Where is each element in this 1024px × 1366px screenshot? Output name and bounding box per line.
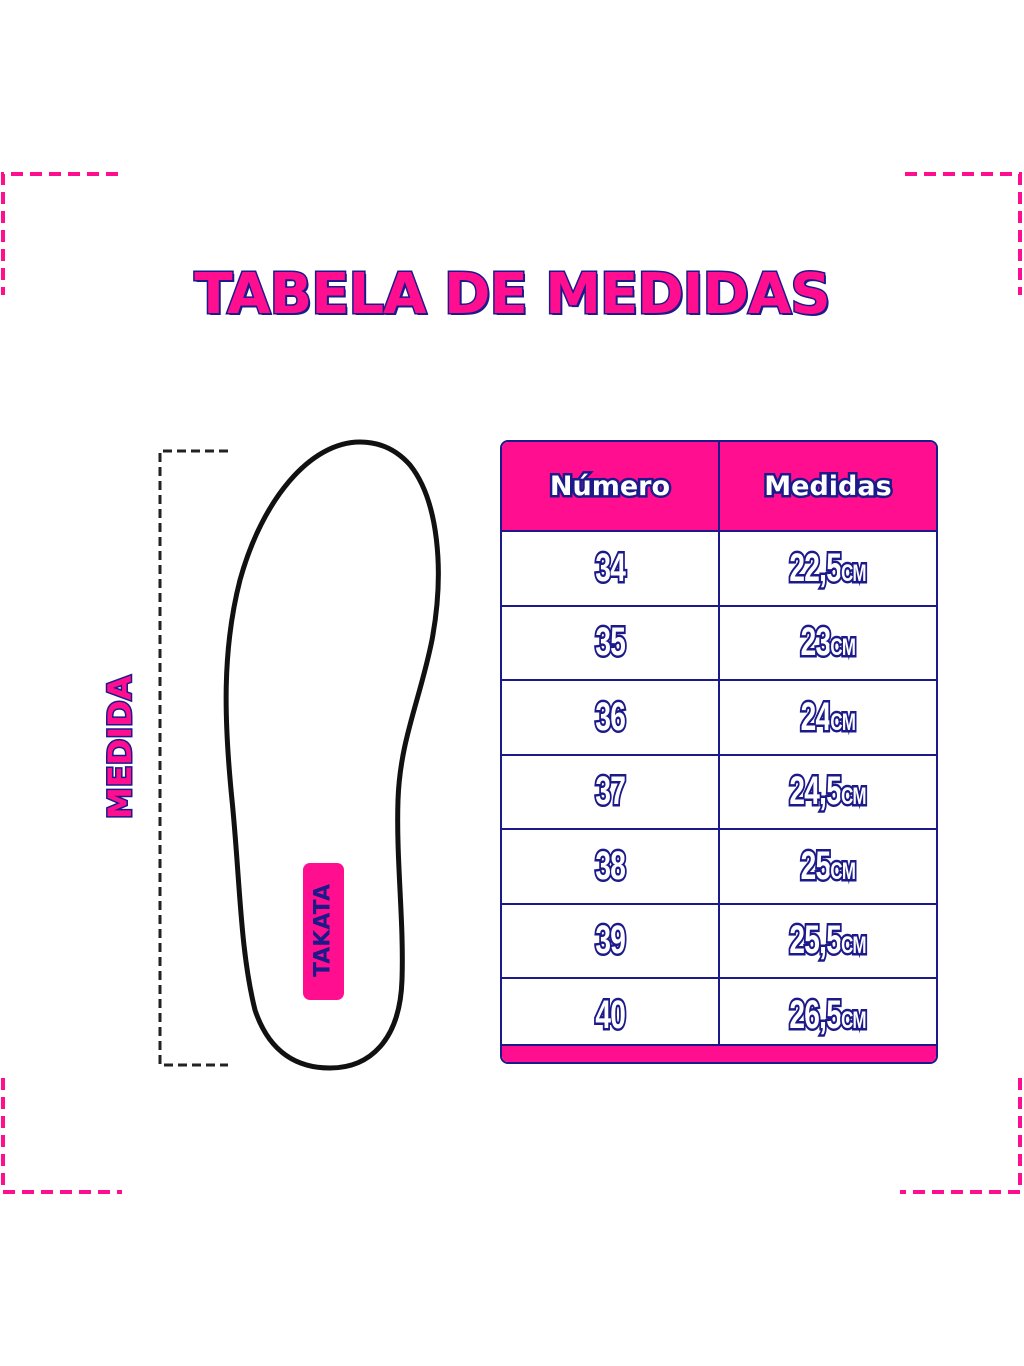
length-label: MEDIDA (100, 674, 141, 821)
header-medidas: Medidas (762, 468, 894, 504)
size-number: 39 (593, 916, 627, 965)
corner-bottom-left (1, 1078, 122, 1194)
table-row: 40 26,5CM (502, 979, 936, 1052)
measure-value: 24 (799, 692, 833, 741)
insole-outline (223, 439, 441, 1071)
size-measure: 22,5CM (788, 543, 869, 592)
size-measure: 25CM (799, 841, 858, 890)
insole-tag-text: TAKATA (310, 883, 336, 978)
header-numero: Número (547, 468, 672, 504)
measure-unit: CM (840, 930, 869, 962)
corner-top-left (1, 172, 118, 295)
length-bracket (158, 449, 228, 1067)
size-number: 37 (593, 767, 627, 816)
corner-bottom-right (900, 1078, 1022, 1194)
table-row: 35 23CM (502, 606, 936, 681)
measure-value: 22,5 (788, 543, 844, 592)
insole-tag (303, 863, 344, 1000)
size-table: Número Medidas 34 22,5CM 35 23CM 36 24CM 37… (500, 440, 938, 1064)
measure-value: 23 (799, 618, 833, 667)
size-measure: 24,5CM (788, 767, 869, 816)
size-measure: 23CM (799, 618, 858, 667)
table-row: 37 24,5CM (502, 755, 936, 830)
measure-unit: CM (840, 557, 869, 589)
table-row: 36 24CM (502, 681, 936, 756)
measure-unit: CM (829, 855, 858, 887)
measure-value: 26,5 (788, 990, 844, 1039)
size-number: 38 (593, 841, 627, 890)
measure-unit: CM (829, 706, 858, 738)
table-header: Número Medidas (502, 442, 936, 532)
size-measure: 25,5CM (788, 916, 869, 965)
corner-top-right (905, 172, 1022, 295)
corner-marks (1, 172, 1022, 1194)
size-number: 36 (593, 692, 627, 741)
size-measure: 24CM (799, 692, 858, 741)
table-footer-bar (502, 1044, 936, 1062)
measure-value: 24,5 (788, 767, 844, 816)
table-row: 38 25CM (502, 830, 936, 905)
size-measure: 26,5CM (788, 990, 869, 1039)
size-number: 34 (593, 543, 627, 592)
measure-value: 25,5 (788, 916, 844, 965)
size-number: 40 (593, 990, 627, 1039)
measure-unit: CM (840, 1004, 869, 1036)
table-row: 39 25,5CM (502, 904, 936, 979)
table-row: 34 22,5CM (502, 532, 936, 607)
measure-unit: CM (829, 632, 858, 664)
size-number: 35 (593, 618, 627, 667)
page-title: TABELA DE MEDIDAS (193, 261, 832, 329)
measure-value: 25 (799, 841, 833, 890)
measure-unit: CM (840, 781, 869, 813)
